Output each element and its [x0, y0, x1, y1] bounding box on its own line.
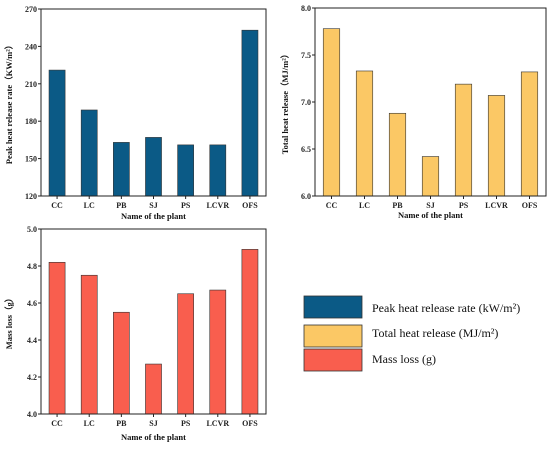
bar-lc — [355, 70, 374, 197]
x-tick-label: CC — [51, 419, 63, 428]
legend-label: Total heat release (MJ/m²) — [372, 326, 498, 340]
bar-sj — [421, 156, 440, 197]
x-tick-label: PB — [116, 419, 127, 428]
bar-lcvr — [209, 144, 227, 197]
x-tick-label: PB — [116, 201, 127, 210]
legend-label: Peak heat release rate (kW/m²) — [372, 301, 520, 315]
y-axis-title: Total heat release（MJ/m²） — [280, 50, 290, 155]
y-axis-title: Mass loss（g） — [4, 294, 14, 350]
x-tick-label: LC — [84, 201, 95, 210]
bar-lcvr — [487, 95, 506, 197]
y-tick-label: 270 — [25, 5, 37, 14]
chart-legend: Peak heat release rate (kW/m²) Total heat… — [282, 271, 548, 383]
bar-cc — [48, 261, 66, 415]
y-tick-label: 180 — [25, 117, 37, 126]
x-axis-title: Name of the plant — [121, 432, 186, 442]
legend-swatch — [303, 324, 363, 348]
bar-ps — [454, 83, 473, 197]
bar-pb — [113, 142, 130, 197]
x-tick-label: PS — [181, 419, 191, 428]
x-tick-label: CC — [51, 201, 63, 210]
y-tick-label: 4.6 — [27, 299, 37, 308]
x-tick-label: SJ — [426, 201, 434, 210]
bar-cc — [322, 28, 341, 197]
x-tick-label: PS — [459, 201, 469, 210]
bar-lc — [80, 274, 98, 415]
bar-pb — [388, 112, 407, 197]
x-tick-label: OFS — [242, 201, 258, 210]
x-tick-label: LCVR — [485, 201, 508, 210]
y-axis-title: Peak heat release rate（KW/m²） — [4, 41, 14, 164]
x-tick-label: SJ — [149, 201, 157, 210]
y-tick-label: 5.0 — [27, 225, 37, 234]
y-tick-label: 150 — [25, 155, 37, 164]
x-tick-label: CC — [326, 201, 338, 210]
y-tick-label: 120 — [25, 192, 37, 201]
y-tick-label: 210 — [25, 80, 37, 89]
y-tick-label: 240 — [25, 42, 37, 51]
y-tick-label: 4.8 — [27, 262, 37, 271]
y-tick-label: 8.0 — [301, 4, 311, 13]
bar-sj — [145, 363, 162, 415]
y-tick-label: 4.0 — [27, 410, 37, 419]
x-tick-label: LC — [84, 419, 95, 428]
total-heat-release-chart: 6.0 6.5 7.0 7.5 8.0 CC LC PB SJ PS LCVR OFS Name of … — [280, 4, 547, 220]
legend-swatch — [303, 295, 363, 319]
x-tick-label: LCVR — [206, 419, 229, 428]
y-tick-label: 4.4 — [27, 336, 37, 345]
bar-ps — [177, 293, 194, 415]
x-tick-label: PS — [181, 201, 191, 210]
x-axis-title: Name of the plant — [398, 210, 463, 220]
x-tick-label: SJ — [149, 419, 157, 428]
y-tick-label: 6.0 — [301, 192, 311, 201]
x-tick-label: PB — [392, 201, 403, 210]
bar-ofs — [520, 71, 539, 197]
x-tick-label: LC — [359, 201, 370, 210]
x-tick-label: OFS — [522, 201, 538, 210]
peak-heat-release-chart: 120 150 180 210 240 270 CC LC PB SJ PS LCVR OFS Name … — [4, 5, 267, 221]
bar-ps — [177, 144, 194, 197]
x-tick-label: LCVR — [206, 201, 229, 210]
bar-ofs — [241, 249, 259, 415]
x-tick-label: OFS — [242, 419, 258, 428]
bar-lc — [80, 109, 98, 197]
y-tick-label: 7.5 — [301, 51, 311, 60]
bar-lcvr — [209, 289, 227, 415]
bar-ofs — [241, 29, 259, 197]
y-tick-label: 6.5 — [301, 145, 311, 154]
y-tick-label: 7.0 — [301, 98, 311, 107]
bar-cc — [48, 69, 66, 197]
legend-swatch — [303, 348, 363, 372]
legend-label: Mass loss (g) — [372, 352, 436, 366]
bar-pb — [113, 311, 130, 415]
bar-sj — [145, 137, 162, 197]
mass-loss-chart: 4.0 4.2 4.4 4.6 4.8 5.0 CC LC PB SJ PS LCVR OFS Name … — [4, 225, 267, 442]
y-tick-label: 4.2 — [27, 373, 37, 382]
x-axis-title: Name of the plant — [121, 211, 186, 221]
